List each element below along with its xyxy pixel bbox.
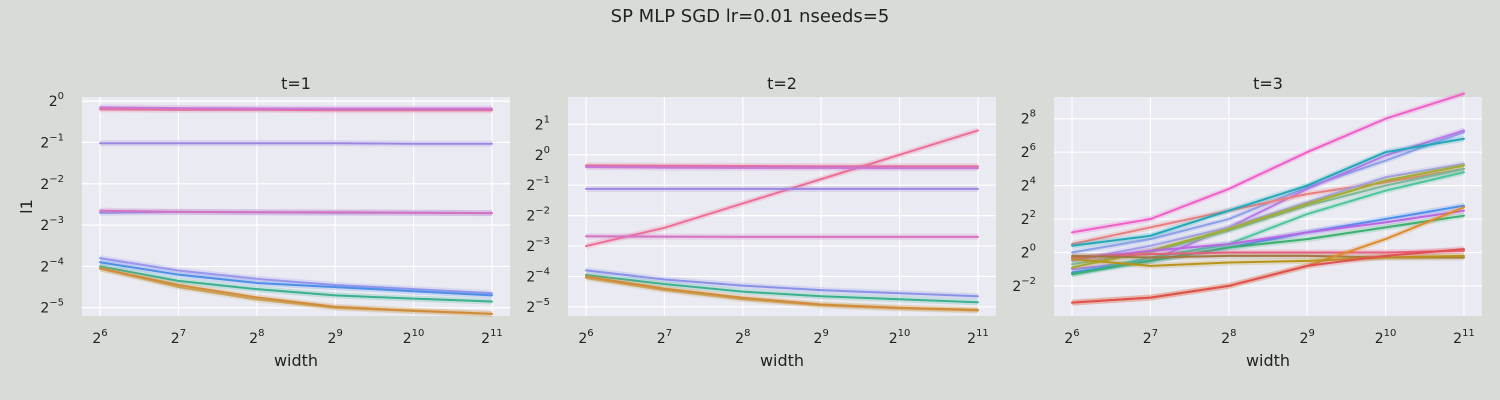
subplot-3: 26 27 28 29 210 211 2−2 20 22 24 26 28 t=3 width	[1012, 74, 1482, 370]
y-tick-label: 2−1	[526, 175, 550, 194]
x-tick-label: 26	[1064, 328, 1079, 347]
series-line-5	[585, 235, 979, 238]
series-line-1	[99, 108, 493, 112]
series-line-6	[585, 269, 979, 298]
x-tick-label: 28	[735, 328, 750, 347]
series-band	[1072, 247, 1464, 261]
series-line-13	[1071, 249, 1465, 259]
x-tick-label: 26	[92, 328, 107, 347]
plot-area	[568, 97, 996, 316]
subplot-1: 26 27 28 29 210 211 2−5 2−4 2−3 2−2 2−1 20 t=1 width l…	[17, 74, 510, 370]
x-tick-label: 211	[967, 328, 989, 347]
y-tick-label: 2−3	[40, 215, 64, 234]
y-tick-label: 2−4	[40, 256, 64, 275]
x-axis-label: width	[1246, 351, 1290, 370]
x-tick-label: 27	[1143, 328, 1158, 347]
y-tick-label: 22	[1021, 209, 1036, 228]
series-band	[1072, 129, 1464, 256]
subplot-title: t=3	[1253, 74, 1283, 93]
series-line-3	[585, 165, 979, 170]
figure-title: SP MLP SGD lr=0.01 nseeds=5	[610, 6, 890, 27]
series-line-2	[585, 164, 979, 168]
series-line-6	[1071, 162, 1465, 262]
y-tick-label: 21	[535, 114, 550, 133]
y-tick-label: 2−2	[40, 174, 64, 193]
y-tick-label: 20	[1021, 242, 1036, 261]
series-line-8	[99, 265, 493, 303]
y-tick-label: 2−5	[526, 297, 550, 316]
x-axis-label: width	[274, 351, 318, 370]
series-line-10	[99, 267, 493, 315]
subplot-2: 26 27 28 29 210 211 2−5 2−4 2−3 2−2 2−1 20 21 t=2 widt…	[526, 74, 996, 370]
series-line-4	[1071, 167, 1465, 246]
series-line-16	[1071, 254, 1465, 267]
series-line-12	[1071, 214, 1465, 276]
y-tick-label: 26	[1021, 142, 1036, 161]
x-tick-label: 210	[1375, 328, 1397, 347]
series-band	[586, 271, 978, 306]
series-line-5	[99, 209, 493, 215]
subplot-title: t=2	[767, 74, 797, 93]
x-tick-label: 27	[171, 328, 186, 347]
x-tick-label: 211	[481, 328, 503, 347]
y-tick-label: 20	[49, 91, 64, 110]
y-tick-label: 2−2	[526, 206, 550, 225]
series-line-6	[99, 257, 493, 295]
series-line-7	[99, 261, 493, 297]
series-line-9	[585, 275, 979, 311]
series-band	[1072, 135, 1464, 249]
y-tick-label: 2−2	[1012, 276, 1036, 295]
x-tick-label: 210	[889, 328, 911, 347]
x-tick-label: 210	[403, 328, 425, 347]
y-tick-label: 2−5	[40, 298, 64, 317]
x-tick-label: 28	[249, 328, 264, 347]
y-tick-label: 2−3	[526, 236, 550, 255]
y-tick-label: 2−4	[526, 266, 550, 285]
x-tick-label: 211	[1453, 328, 1475, 347]
x-tick-label: 27	[657, 328, 672, 347]
x-tick-label: 29	[1300, 328, 1315, 347]
x-tick-label: 29	[814, 328, 829, 347]
series-line-17	[1071, 248, 1465, 304]
series-line-7	[585, 273, 979, 304]
series-band	[100, 259, 492, 299]
series-band	[586, 267, 978, 300]
series-band	[100, 255, 492, 297]
series-line-1	[1071, 92, 1465, 234]
series-band	[1072, 160, 1464, 264]
y-tick-label: 20	[535, 145, 550, 164]
series-line-8	[1071, 171, 1465, 276]
x-tick-label: 29	[328, 328, 343, 347]
series-band	[1072, 212, 1464, 278]
x-tick-label: 26	[578, 328, 593, 347]
plot-area	[1054, 97, 1482, 316]
series-line-5	[1071, 137, 1465, 247]
y-tick-label: 28	[1021, 109, 1036, 128]
series-line-11	[1071, 209, 1465, 261]
y-axis-label: l1	[17, 199, 36, 214]
x-tick-label: 28	[1221, 328, 1236, 347]
series-line-1	[585, 129, 979, 248]
x-axis-label: width	[760, 351, 804, 370]
subplot-title: t=1	[281, 74, 311, 93]
series-line-9	[1071, 164, 1465, 269]
y-tick-label: 2−1	[40, 132, 64, 151]
series-line-2	[99, 106, 493, 110]
y-tick-label: 24	[1021, 176, 1036, 195]
